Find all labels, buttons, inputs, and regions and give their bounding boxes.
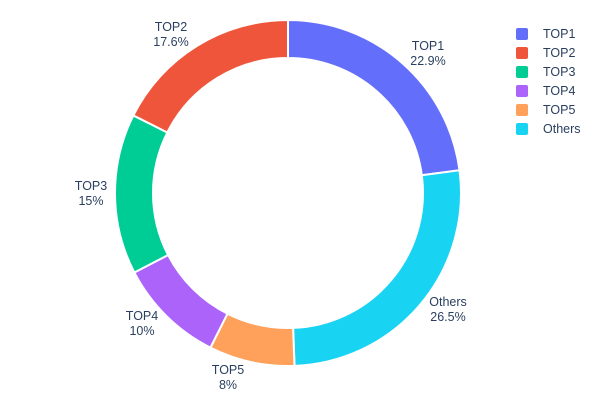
pie-slice-top4[interactable] xyxy=(133,254,229,349)
legend-label: Others xyxy=(543,121,581,136)
pie-slice-top2[interactable] xyxy=(132,19,289,134)
pie-slice-top1[interactable] xyxy=(287,19,461,177)
legend-label: TOP2 xyxy=(543,45,576,60)
legend-swatch-icon xyxy=(516,103,528,116)
legend-swatch-icon xyxy=(516,65,528,78)
legend-item-top1[interactable]: TOP1 xyxy=(516,24,581,43)
legend-label: TOP1 xyxy=(543,26,576,41)
legend-swatch-icon xyxy=(516,27,528,40)
legend-item-others[interactable]: Others xyxy=(516,119,581,138)
legend-item-top2[interactable]: TOP2 xyxy=(516,43,581,62)
legend-swatch-icon xyxy=(516,46,528,59)
legend-item-top5[interactable]: TOP5 xyxy=(516,100,581,119)
legend-label: TOP3 xyxy=(543,64,576,79)
legend-item-top4[interactable]: TOP4 xyxy=(516,81,581,100)
legend-label: TOP5 xyxy=(543,102,576,117)
legend-item-top3[interactable]: TOP3 xyxy=(516,62,581,81)
legend-label: TOP4 xyxy=(543,83,576,98)
chart-legend: TOP1 TOP2 TOP3 TOP4 TOP5 Others xyxy=(516,24,581,138)
legend-swatch-icon xyxy=(516,84,528,97)
pie-slice-top3[interactable] xyxy=(114,114,170,274)
pie-slice-others[interactable] xyxy=(292,169,462,367)
legend-swatch-icon xyxy=(516,122,528,135)
